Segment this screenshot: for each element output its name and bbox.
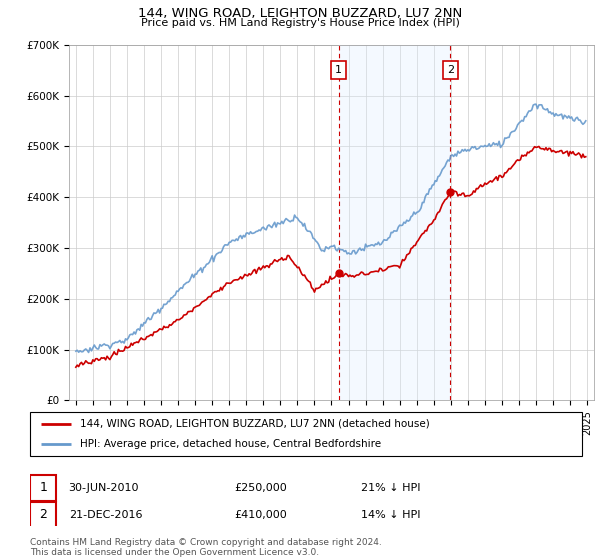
Bar <box>30 502 56 528</box>
Text: 144, WING ROAD, LEIGHTON BUZZARD, LU7 2NN (detached house): 144, WING ROAD, LEIGHTON BUZZARD, LU7 2N… <box>80 419 430 429</box>
Text: 1: 1 <box>40 481 47 494</box>
Text: £250,000: £250,000 <box>234 483 287 493</box>
Text: 14% ↓ HPI: 14% ↓ HPI <box>361 510 421 520</box>
Text: 2: 2 <box>447 65 454 74</box>
Text: Contains HM Land Registry data © Crown copyright and database right 2024.
This d: Contains HM Land Registry data © Crown c… <box>30 538 382 557</box>
Text: 21% ↓ HPI: 21% ↓ HPI <box>361 483 421 493</box>
Bar <box>30 475 56 501</box>
Text: 2: 2 <box>40 508 47 521</box>
Bar <box>338 45 451 400</box>
Text: 30-JUN-2010: 30-JUN-2010 <box>68 483 139 493</box>
Text: 1: 1 <box>335 65 342 74</box>
Text: 144, WING ROAD, LEIGHTON BUZZARD, LU7 2NN: 144, WING ROAD, LEIGHTON BUZZARD, LU7 2N… <box>138 7 462 20</box>
Text: £410,000: £410,000 <box>234 510 287 520</box>
Text: HPI: Average price, detached house, Central Bedfordshire: HPI: Average price, detached house, Cent… <box>80 439 381 449</box>
Text: 21-DEC-2016: 21-DEC-2016 <box>68 510 142 520</box>
Text: Price paid vs. HM Land Registry's House Price Index (HPI): Price paid vs. HM Land Registry's House … <box>140 18 460 29</box>
